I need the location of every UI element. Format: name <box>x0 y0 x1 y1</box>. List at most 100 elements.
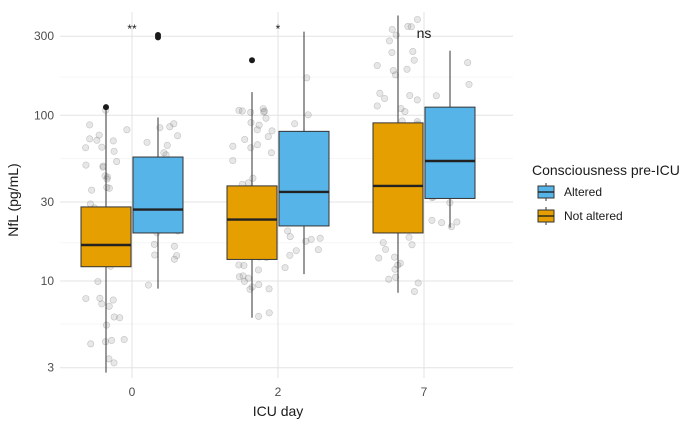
data-point <box>101 338 109 346</box>
data-point <box>307 235 315 243</box>
box-iqr <box>278 130 330 227</box>
data-point <box>304 111 312 119</box>
data-point <box>93 136 101 144</box>
data-point <box>414 279 422 287</box>
data-point <box>98 143 106 151</box>
data-point <box>120 336 128 344</box>
data-point <box>385 37 393 45</box>
data-point <box>373 102 381 110</box>
data-point <box>376 89 384 97</box>
data-point <box>98 300 106 308</box>
data-point <box>379 239 387 247</box>
data-point <box>254 266 262 274</box>
data-point <box>82 144 90 152</box>
data-point <box>382 245 390 253</box>
data-point <box>109 137 117 145</box>
data-point <box>235 261 243 269</box>
legend-label: Altered <box>564 185 602 199</box>
data-point <box>401 108 409 116</box>
data-point <box>388 49 396 57</box>
x-tick-label: 7 <box>421 385 428 399</box>
tick-labels: 3 10 30 100 300 0 2 7 <box>34 29 428 399</box>
data-point <box>239 272 247 280</box>
data-point <box>110 359 118 367</box>
data-point <box>101 172 109 180</box>
data-point <box>151 251 159 259</box>
data-point <box>388 25 396 33</box>
box-iqr <box>80 206 132 268</box>
data-point <box>391 71 399 79</box>
data-point <box>123 126 131 134</box>
data-point <box>110 313 118 321</box>
data-point <box>268 127 276 135</box>
box-altered-day-7 <box>424 50 476 228</box>
data-point <box>410 56 418 64</box>
data-point <box>255 281 263 289</box>
data-point <box>247 108 255 116</box>
data-point <box>261 107 269 115</box>
legend-title: Consciousness pre-ICU <box>532 162 680 178</box>
significance-label: ** <box>127 22 137 36</box>
y-tick-label: 3 <box>47 361 54 375</box>
data-point <box>247 119 255 127</box>
box-not-altered-day-7 <box>372 15 424 293</box>
data-point <box>86 121 94 129</box>
data-point <box>259 105 267 113</box>
data-point <box>160 149 168 157</box>
data-point <box>113 157 121 165</box>
data-point <box>244 274 252 282</box>
y-tick-label: 300 <box>34 29 54 43</box>
data-point <box>284 227 292 235</box>
significance-labels: ** * ns <box>127 22 431 41</box>
data-point <box>286 251 294 259</box>
data-point <box>464 59 472 67</box>
data-point <box>396 259 404 267</box>
outlier-point <box>103 104 109 111</box>
outlier-point <box>155 32 161 39</box>
box-altered-day-0 <box>132 32 184 289</box>
data-point <box>94 278 102 286</box>
data-point <box>143 138 151 146</box>
legend: Consciousness pre-ICU Altered Not altered <box>532 162 680 225</box>
data-point <box>314 246 322 254</box>
data-point <box>406 92 414 100</box>
boxes <box>80 15 476 373</box>
data-point <box>166 123 174 131</box>
data-point <box>253 126 261 134</box>
data-point <box>116 314 124 322</box>
y-tick-label: 30 <box>41 195 55 209</box>
data-point <box>408 241 416 249</box>
y-axis-title: NfL (pg/mL) <box>5 163 21 236</box>
data-point <box>432 92 440 100</box>
data-point <box>240 277 248 285</box>
data-point <box>405 233 413 241</box>
data-point <box>391 253 399 261</box>
data-point <box>163 141 171 149</box>
data-point <box>108 336 116 344</box>
data-point <box>385 275 393 283</box>
data-point <box>235 106 243 114</box>
data-point <box>241 136 249 144</box>
data-point <box>447 223 455 231</box>
data-point <box>281 264 289 272</box>
x-tick-label: 0 <box>129 385 136 399</box>
x-tick-label: 2 <box>275 385 282 399</box>
data-point <box>381 95 389 103</box>
legend-entry: Not altered <box>537 207 623 225</box>
data-point <box>407 23 415 31</box>
data-point <box>105 302 113 310</box>
data-point <box>292 247 300 255</box>
data-point <box>82 161 90 169</box>
y-tick-label: 100 <box>34 108 54 122</box>
data-point <box>229 157 237 165</box>
data-point <box>105 355 113 363</box>
box-not-altered-day-0 <box>80 104 132 373</box>
data-point <box>229 142 237 150</box>
data-point <box>404 22 412 30</box>
box-iqr <box>132 156 184 234</box>
data-point <box>264 133 272 141</box>
x-axis-title: ICU day <box>253 403 304 419</box>
data-point <box>286 233 294 241</box>
data-point <box>235 273 243 281</box>
